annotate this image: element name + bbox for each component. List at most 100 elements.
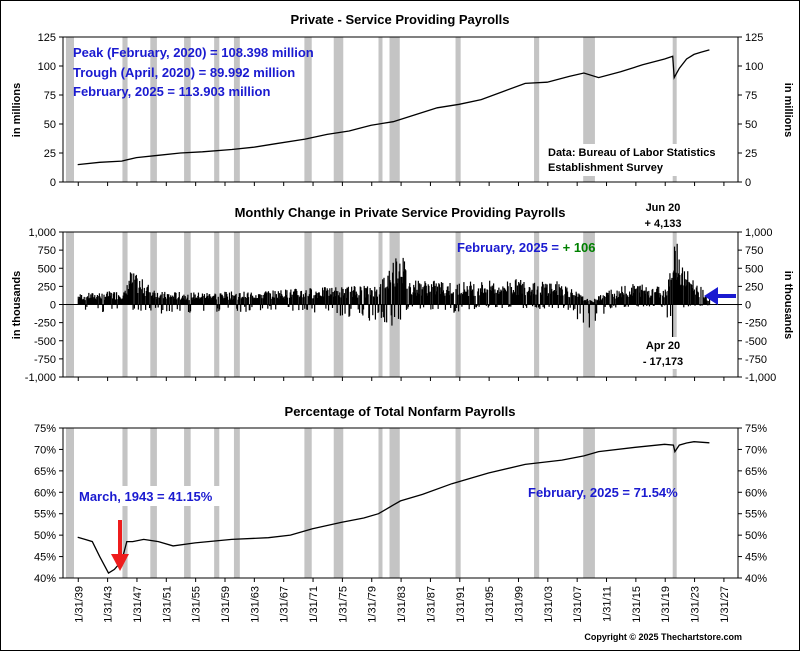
panel2-trough-value: - 17,173: [643, 356, 683, 368]
bar: [395, 261, 398, 305]
bar: [584, 300, 586, 305]
bar: [117, 299, 119, 305]
bar: [312, 298, 314, 305]
bar: [652, 304, 655, 306]
bar: [511, 292, 513, 305]
bar: [315, 291, 317, 305]
bar: [409, 283, 411, 305]
bar: [450, 304, 452, 308]
bar: [198, 297, 200, 305]
bar: [229, 299, 231, 305]
bar: [335, 290, 338, 305]
bar: [289, 292, 291, 305]
bar: [123, 292, 126, 305]
bar: [566, 287, 568, 305]
bar: [209, 296, 211, 305]
bar: [593, 302, 595, 305]
bar: [557, 304, 559, 309]
bar: [541, 281, 544, 305]
bar: [407, 304, 409, 309]
bar: [598, 300, 600, 305]
bar: [132, 304, 134, 310]
bar: [144, 296, 146, 305]
bar: [679, 275, 681, 305]
bar: [693, 291, 695, 305]
y-tick-label: 0: [745, 300, 751, 312]
bar: [564, 294, 566, 305]
bar: [308, 296, 310, 305]
bar: [610, 289, 612, 305]
bar: [495, 292, 497, 305]
bar: [461, 304, 463, 307]
bar: [413, 287, 415, 305]
p1-recession-band: [304, 37, 312, 182]
bar: [450, 293, 452, 305]
bar: [331, 287, 333, 305]
bar: [266, 292, 268, 305]
y-tick-label: 1,000: [28, 227, 56, 239]
bar: [279, 296, 281, 305]
bar: [541, 286, 543, 305]
bar: [659, 293, 661, 305]
bar: [636, 304, 638, 306]
bar: [271, 298, 273, 305]
bar: [371, 290, 373, 305]
bar: [323, 287, 326, 305]
bar: [512, 290, 515, 305]
bar: [424, 281, 426, 305]
bar: [566, 291, 569, 305]
panel1-annotation-trough: Trough (April, 2020) = 89.992 million: [73, 65, 295, 80]
bar: [357, 304, 359, 310]
bar: [77, 296, 79, 305]
bar: [320, 295, 322, 305]
bar: [455, 289, 457, 305]
bar: [215, 294, 217, 305]
bar: [479, 288, 482, 305]
bar: [306, 304, 308, 310]
bar: [100, 299, 102, 305]
bar: [494, 289, 496, 305]
bar: [290, 297, 293, 305]
bar: [498, 287, 500, 305]
bar: [542, 304, 544, 308]
bar: [503, 287, 505, 305]
bar: [255, 295, 257, 305]
bar: [332, 292, 334, 305]
bar: [351, 286, 353, 305]
bar: [626, 296, 628, 305]
bar: [408, 286, 410, 305]
bar: [492, 287, 494, 305]
bar: [588, 304, 590, 328]
bar: [507, 286, 509, 305]
bar: [638, 286, 640, 305]
bar: [99, 296, 101, 305]
bar: [399, 263, 401, 305]
bar: [145, 304, 147, 310]
bar: [591, 301, 593, 305]
bar: [605, 297, 607, 305]
bar: [199, 299, 201, 305]
bar: [172, 295, 174, 305]
bar: [401, 283, 404, 305]
bar: [607, 293, 609, 305]
bar: [217, 304, 219, 309]
bar: [702, 289, 704, 305]
bar: [307, 295, 309, 305]
bar: [235, 293, 237, 305]
bar: [439, 294, 441, 305]
bar: [375, 291, 377, 305]
bar: [90, 297, 93, 305]
bar: [695, 294, 697, 305]
bar: [685, 279, 687, 305]
bar: [526, 291, 528, 305]
bar: [82, 298, 84, 305]
bar: [576, 293, 578, 305]
bar: [527, 293, 529, 305]
bar: [310, 289, 312, 305]
bar: [291, 294, 293, 305]
bar: [553, 290, 555, 305]
bar: [228, 299, 230, 305]
bar: [386, 286, 388, 305]
bar: [654, 292, 656, 305]
bar: [151, 295, 153, 305]
